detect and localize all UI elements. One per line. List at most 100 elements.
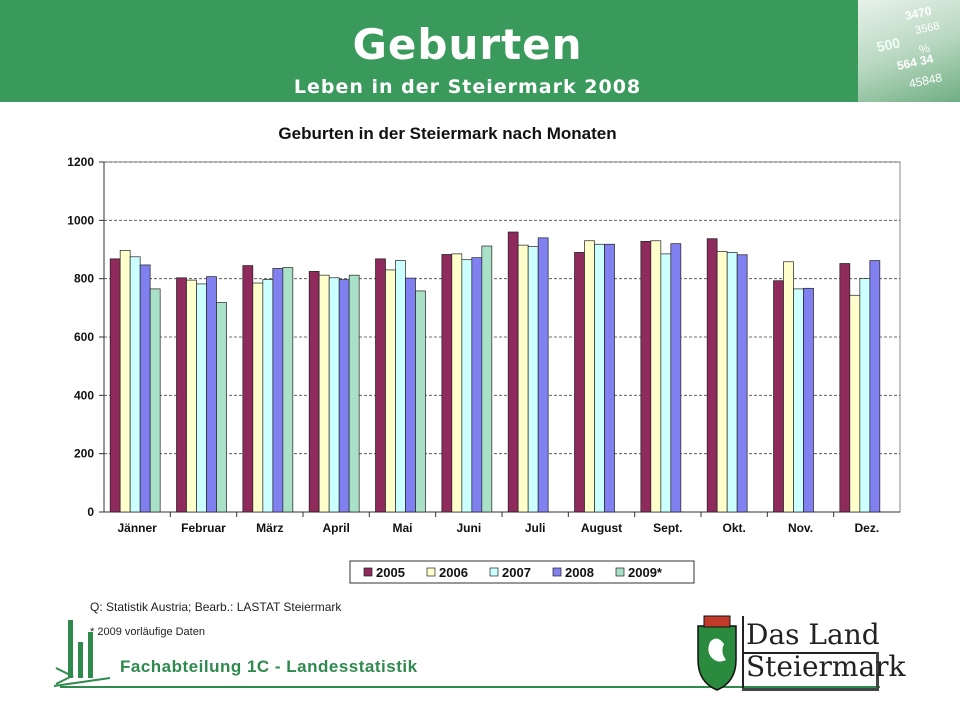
bar-2006-0 [119, 250, 131, 513]
legend-label: 2005 [376, 565, 405, 580]
y-tick-label: 800 [74, 272, 94, 286]
bar-2006-4 [385, 269, 396, 513]
header-numbers-image: 3470 3568 500 % 564 34 45848 [858, 0, 960, 102]
x-tick-label: August [581, 521, 622, 535]
header-image-number: % [918, 41, 932, 57]
bar-2008-3 [338, 279, 350, 513]
bar-2009-0 [149, 288, 161, 513]
bar-2008-5 [471, 257, 483, 513]
legend-swatch [426, 567, 436, 577]
x-tick-label: Juli [525, 521, 546, 535]
bar-2008-10 [803, 287, 814, 513]
x-tick-label: Juni [456, 521, 481, 535]
bar-2007-8 [660, 253, 672, 513]
x-tick-label: Sept. [653, 521, 682, 535]
footnote: * 2009 vorläufige Daten [90, 626, 205, 638]
bar-2005-9 [706, 238, 718, 513]
bar-2006-1 [186, 279, 197, 513]
bar-2005-5 [441, 254, 453, 513]
header-banner: Geburten Leben in der Steiermark 2008 34… [0, 0, 960, 102]
header-image-number: 3568 [914, 20, 940, 37]
y-tick-label: 400 [74, 388, 94, 402]
bar-2008-8 [670, 243, 682, 513]
y-tick-label: 0 [87, 505, 94, 519]
y-tick-label: 1000 [67, 213, 94, 227]
header-image-number: 3470 [904, 4, 933, 23]
bar-2005-3 [308, 271, 320, 513]
das-land-steiermark-logo [697, 615, 879, 691]
page-subtitle: Leben in der Steiermark 2008 [293, 76, 642, 98]
bar-2005-10 [773, 280, 784, 513]
x-tick-label: März [256, 521, 283, 535]
bar-2005-11 [839, 263, 851, 513]
bar-2006-7 [584, 240, 595, 513]
bar-2006-8 [650, 240, 662, 513]
bar-2005-4 [375, 258, 386, 513]
births-bar-chart: 0 200 400 600 800 1000 1200 Jänner Februar März Ap… [67, 155, 901, 584]
legend-label: 2009* [628, 565, 663, 580]
bar-2007-3 [328, 277, 340, 513]
bar-2007-5 [461, 259, 473, 513]
bar-2008-7 [604, 243, 615, 513]
bar-2007-6 [527, 246, 539, 513]
bar-2009-3 [348, 274, 360, 513]
legend-label: 2006 [439, 565, 468, 580]
bar-2005-8 [640, 240, 652, 513]
x-tick-label: Okt. [722, 521, 745, 535]
bar-2007-4 [395, 260, 406, 513]
bar-2006-2 [252, 282, 264, 513]
bar-2005-0 [109, 258, 121, 513]
y-tick-label: 1200 [67, 155, 94, 169]
bar-2009-2 [282, 267, 294, 513]
bar-2009-4 [415, 290, 426, 513]
chart-title: Geburten in der Steiermark nach Monaten [278, 124, 617, 143]
legend-box [349, 560, 695, 584]
numbers-decoration: 3470 3568 500 % 564 34 45848 [875, 4, 944, 91]
y-tick-label: 200 [74, 447, 94, 461]
logo-line-1: Das Land [746, 618, 880, 651]
y-tick-label: 600 [74, 330, 94, 344]
bar-2008-11 [869, 260, 881, 513]
department-label: Fachabteilung 1C - Landesstatistik [120, 657, 418, 676]
bar-2008-9 [736, 254, 748, 513]
legend-label: 2007 [502, 565, 531, 580]
bar-2005-6 [507, 231, 519, 513]
bar-2008-6 [537, 237, 549, 513]
bar-2007-1 [196, 283, 207, 513]
page-title: Geburten [352, 20, 583, 69]
bar-2005-2 [242, 265, 254, 513]
bar-2006-3 [318, 274, 330, 513]
legend-label: 2008 [565, 565, 594, 580]
header-image-number: 500 [875, 34, 901, 55]
bar-2006-11 [849, 294, 861, 513]
bar-2009-5 [481, 245, 493, 513]
x-tick-label: Februar [181, 521, 226, 535]
legend-swatch [615, 567, 625, 577]
bar-2007-9 [726, 252, 738, 513]
header-image-number: 45848 [908, 70, 944, 91]
x-tick-label: April [322, 521, 349, 535]
legend-swatch [552, 567, 562, 577]
legend-swatch [363, 567, 373, 577]
bar-2008-2 [272, 268, 284, 513]
x-tick-label: Dez. [854, 521, 879, 535]
bar-2005-1 [176, 277, 187, 513]
bar-2006-10 [783, 261, 794, 513]
source-note: Q: Statistik Austria; Bearb.: LASTAT Ste… [90, 600, 342, 614]
x-tick-label: Jänner [117, 521, 157, 535]
bar-2007-10 [793, 288, 804, 513]
landesstatistik-bars-icon [53, 620, 111, 687]
bar-2009-1 [216, 302, 227, 513]
legend-swatch [489, 567, 499, 577]
bar-2006-5 [451, 253, 463, 513]
bar-2006-6 [517, 244, 529, 513]
bar-2008-1 [206, 276, 217, 513]
logo-line-2: Steiermark [746, 650, 906, 683]
bar-2007-7 [594, 243, 605, 513]
bar-2007-0 [129, 256, 141, 513]
bar-2007-2 [262, 279, 274, 513]
bar-2005-7 [574, 252, 585, 513]
bar-2008-0 [139, 264, 151, 513]
x-tick-label: Nov. [788, 521, 813, 535]
bar-2006-9 [716, 251, 728, 513]
